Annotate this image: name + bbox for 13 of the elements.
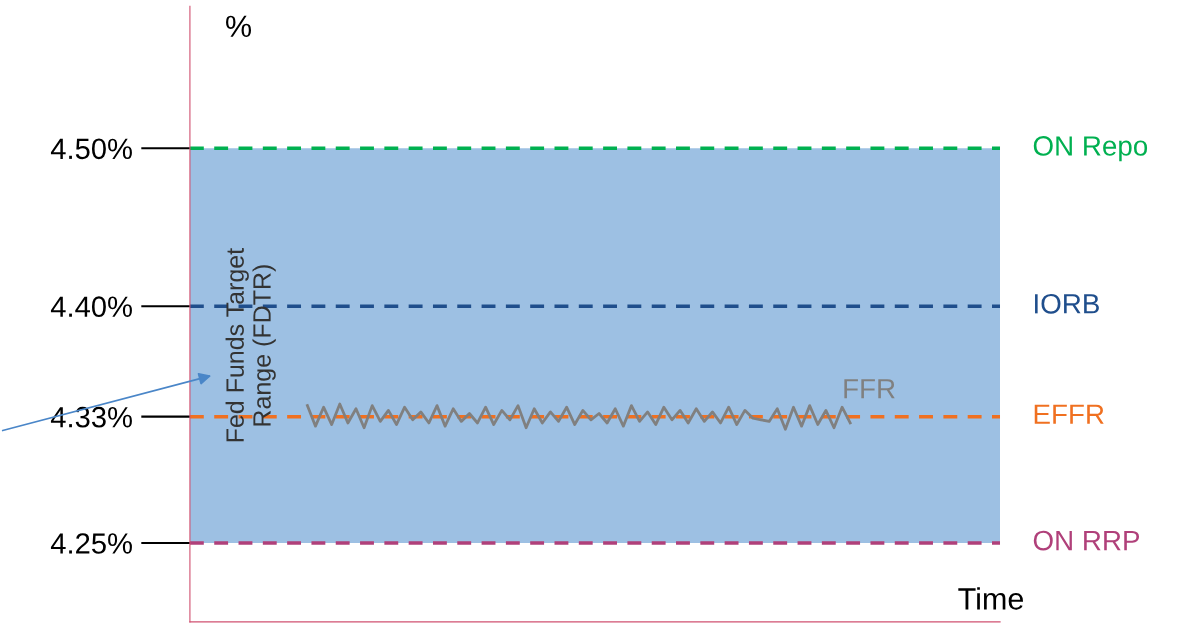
line-series	[306, 402, 852, 431]
ref-line-label: EFFR	[1034, 404, 1104, 424]
band-label: Fed Funds Target Range (FDTR)	[225, 248, 276, 442]
ref-line-label: ON RRP	[1033, 530, 1140, 551]
y-tick-label: 4.50%	[50, 138, 132, 160]
y-tick-label: 4.40%	[50, 296, 132, 318]
series-label: FFR	[844, 379, 895, 399]
x-axis-title: Time	[958, 587, 1024, 610]
ref-line-label: ON Repo	[1033, 136, 1148, 162]
y-axis-title: %	[226, 15, 252, 38]
y-tick-label: 4.25%	[50, 533, 132, 554]
ref-line-label: IORB	[1035, 293, 1099, 314]
y-tick-label: 4.33%	[50, 406, 132, 428]
